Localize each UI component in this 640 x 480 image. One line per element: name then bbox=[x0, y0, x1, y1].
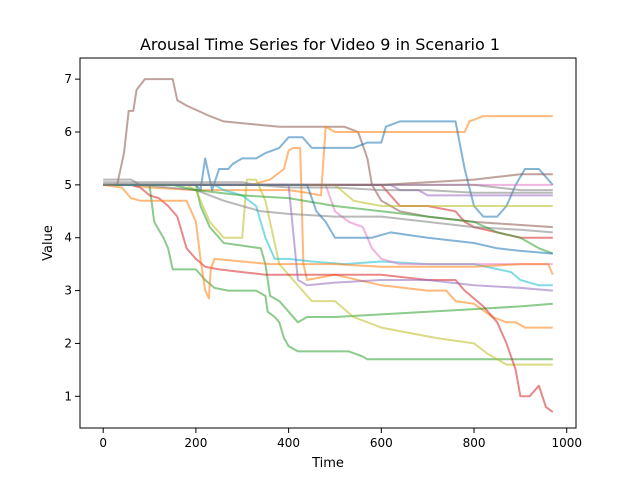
series-line-16 bbox=[103, 183, 553, 207]
y-tick-label: 2 bbox=[64, 336, 72, 350]
x-tick-label: 400 bbox=[277, 436, 300, 450]
y-tick-label: 5 bbox=[64, 178, 72, 192]
y-tick-label: 6 bbox=[64, 125, 72, 139]
series-line-22 bbox=[103, 183, 553, 192]
series-line-7 bbox=[103, 178, 553, 366]
series-line-19 bbox=[103, 183, 554, 255]
series-line-2 bbox=[103, 115, 553, 197]
series-line-8 bbox=[103, 183, 554, 413]
axes-frame bbox=[79, 57, 577, 429]
y-tick-label: 3 bbox=[64, 284, 72, 298]
series-line-4 bbox=[103, 146, 553, 329]
series-line-1 bbox=[103, 78, 553, 229]
x-tick-label: 200 bbox=[184, 436, 207, 450]
y-tick-label: 4 bbox=[64, 231, 72, 245]
series-line-18 bbox=[103, 173, 553, 186]
x-axis-label: Time bbox=[311, 456, 344, 471]
series-line-17 bbox=[103, 183, 553, 292]
y-tick-label: 7 bbox=[64, 72, 72, 86]
chart-title: Arousal Time Series for Video 9 in Scena… bbox=[140, 35, 500, 54]
series-line-10 bbox=[103, 183, 553, 287]
x-tick-label: 800 bbox=[463, 436, 486, 450]
x-tick-label: 1000 bbox=[551, 436, 582, 450]
series-line-11 bbox=[103, 183, 553, 266]
x-tick-label: 600 bbox=[370, 436, 393, 450]
series-line-21 bbox=[103, 183, 554, 300]
series-line-20 bbox=[103, 183, 553, 255]
y-axis: 1 2 3 4 5 6 7 bbox=[64, 72, 80, 403]
series-line-5 bbox=[103, 183, 553, 361]
series-line-13 bbox=[103, 183, 553, 197]
y-axis-label: Value bbox=[41, 225, 56, 261]
plot-area bbox=[103, 78, 554, 413]
series-line-3 bbox=[103, 120, 554, 218]
series-line-6 bbox=[103, 183, 553, 324]
y-tick-label: 1 bbox=[64, 389, 72, 403]
series-line-14 bbox=[103, 181, 553, 194]
x-axis: 0 200 400 600 800 1000 bbox=[99, 428, 582, 450]
x-tick-label: 0 bbox=[99, 436, 107, 450]
